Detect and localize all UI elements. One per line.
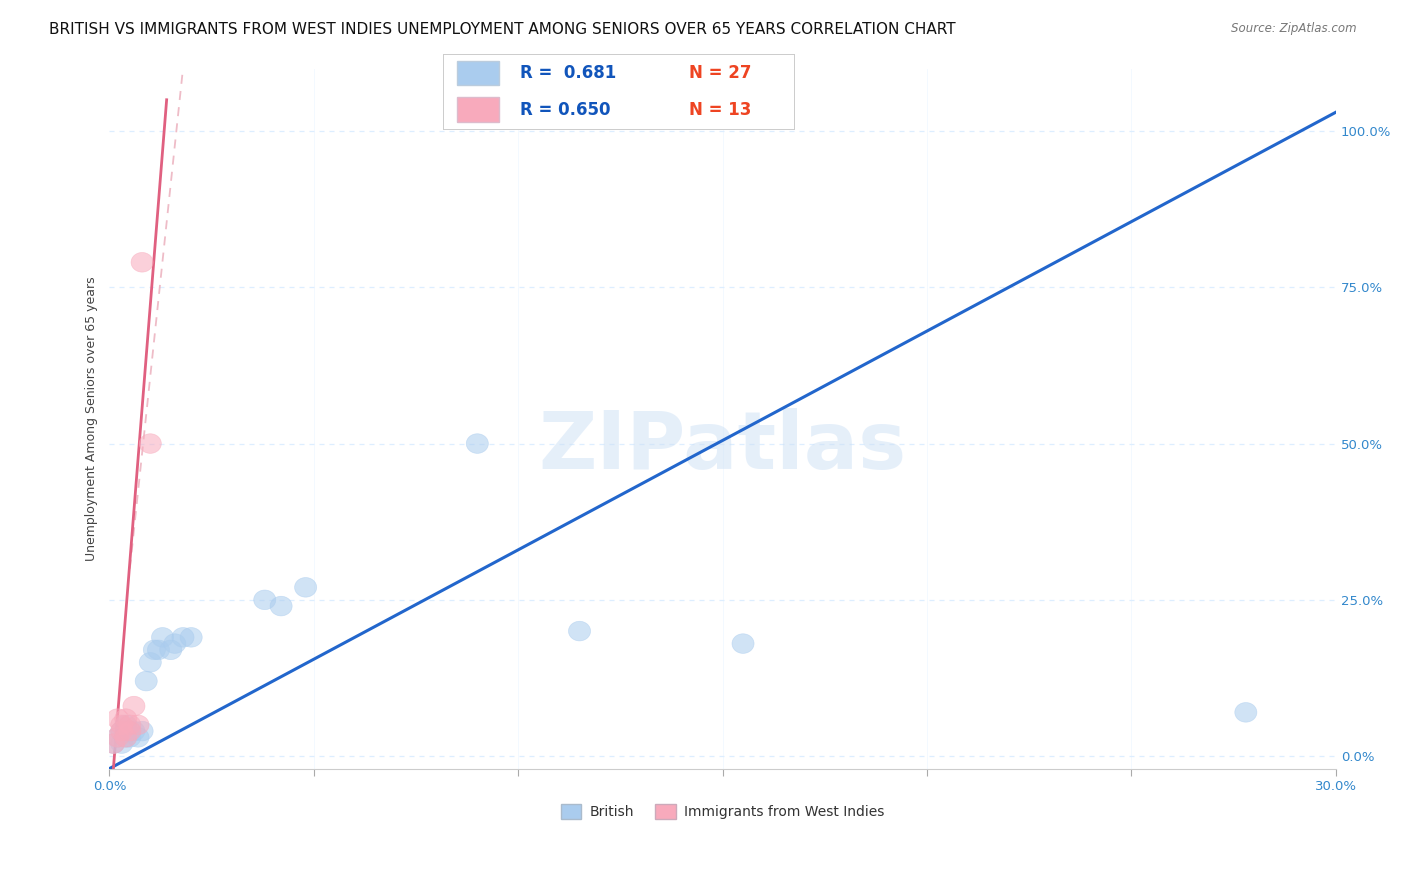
Ellipse shape — [122, 722, 145, 741]
Ellipse shape — [180, 628, 202, 647]
Ellipse shape — [253, 590, 276, 609]
Text: N = 27: N = 27 — [689, 64, 751, 82]
Ellipse shape — [115, 715, 136, 735]
Ellipse shape — [111, 734, 132, 754]
Ellipse shape — [115, 728, 136, 747]
Y-axis label: Unemployment Among Seniors over 65 years: Unemployment Among Seniors over 65 years — [86, 277, 98, 561]
Ellipse shape — [1234, 703, 1257, 723]
Ellipse shape — [152, 628, 173, 647]
Ellipse shape — [131, 722, 153, 741]
Ellipse shape — [103, 734, 125, 754]
Ellipse shape — [115, 728, 136, 747]
Ellipse shape — [120, 722, 141, 741]
Ellipse shape — [172, 628, 194, 647]
Ellipse shape — [139, 434, 162, 453]
Text: N = 13: N = 13 — [689, 101, 751, 119]
Ellipse shape — [120, 715, 141, 735]
Ellipse shape — [111, 722, 132, 741]
Ellipse shape — [111, 722, 132, 741]
Ellipse shape — [107, 709, 128, 729]
Ellipse shape — [115, 709, 136, 729]
Ellipse shape — [270, 596, 292, 615]
Text: Source: ZipAtlas.com: Source: ZipAtlas.com — [1232, 22, 1357, 36]
Ellipse shape — [103, 734, 125, 754]
Text: R = 0.650: R = 0.650 — [520, 101, 610, 119]
Text: R =  0.681: R = 0.681 — [520, 64, 616, 82]
Ellipse shape — [467, 434, 488, 453]
Ellipse shape — [160, 640, 181, 660]
Ellipse shape — [107, 728, 128, 747]
FancyBboxPatch shape — [457, 97, 499, 122]
Ellipse shape — [127, 715, 149, 735]
Ellipse shape — [120, 728, 141, 747]
Ellipse shape — [131, 252, 153, 272]
Ellipse shape — [127, 728, 149, 747]
Ellipse shape — [143, 640, 166, 660]
Text: BRITISH VS IMMIGRANTS FROM WEST INDIES UNEMPLOYMENT AMONG SENIORS OVER 65 YEARS : BRITISH VS IMMIGRANTS FROM WEST INDIES U… — [49, 22, 956, 37]
Ellipse shape — [163, 634, 186, 654]
Ellipse shape — [148, 640, 170, 660]
Ellipse shape — [139, 653, 162, 673]
Ellipse shape — [107, 728, 128, 747]
FancyBboxPatch shape — [457, 62, 499, 86]
Ellipse shape — [120, 722, 141, 741]
Text: ZIPatlas: ZIPatlas — [538, 408, 907, 485]
Ellipse shape — [733, 634, 754, 654]
Ellipse shape — [122, 697, 145, 716]
Legend: British, Immigrants from West Indies: British, Immigrants from West Indies — [555, 798, 890, 825]
Ellipse shape — [135, 672, 157, 691]
Ellipse shape — [295, 577, 316, 597]
Ellipse shape — [111, 715, 132, 735]
Ellipse shape — [568, 622, 591, 640]
